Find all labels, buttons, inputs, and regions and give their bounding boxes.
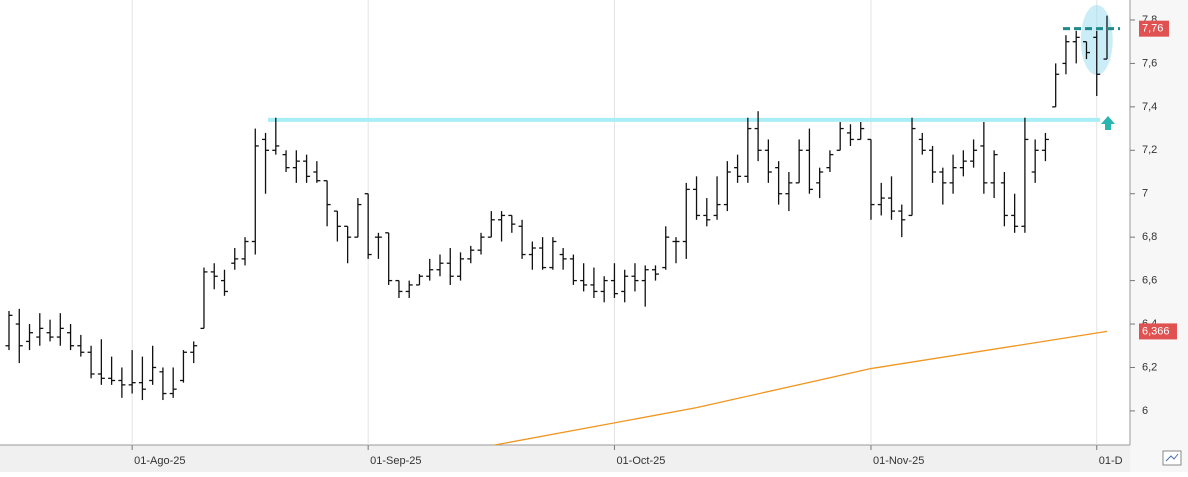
y-axis-panel	[1130, 0, 1188, 472]
moving-average	[491, 330, 1108, 445]
price-tag-label: 6,366	[1142, 325, 1170, 337]
y-tick-label: 6,8	[1142, 231, 1157, 243]
zoom-button[interactable]	[1162, 450, 1182, 466]
zoom-icon	[1165, 453, 1179, 462]
arrow-up	[1101, 116, 1115, 130]
price-tag-label: 7,76	[1142, 23, 1163, 35]
y-tick-label: 6	[1142, 405, 1148, 417]
y-tick-label: 6,6	[1142, 275, 1157, 287]
x-tick-label: 01-Nov-25	[873, 455, 924, 467]
x-tick-label: 01-Ago-25	[134, 455, 185, 467]
price-tag	[1139, 20, 1169, 37]
plot-area	[5, 0, 1113, 445]
y-tick-label: 6,2	[1142, 361, 1157, 373]
y-tick-label: 7	[1142, 188, 1148, 200]
y-tick-label: 7,2	[1142, 144, 1157, 156]
x-axis-panel	[0, 445, 1188, 472]
x-tick-label: 01-D	[1099, 455, 1123, 467]
price-tag	[1139, 323, 1177, 340]
y-tick-label: 7,6	[1142, 57, 1157, 69]
y-tick-label: 7,4	[1142, 101, 1157, 113]
x-tick-label: 01-Oct-25	[616, 455, 665, 467]
x-tick-label: 01-Sep-25	[370, 455, 421, 467]
